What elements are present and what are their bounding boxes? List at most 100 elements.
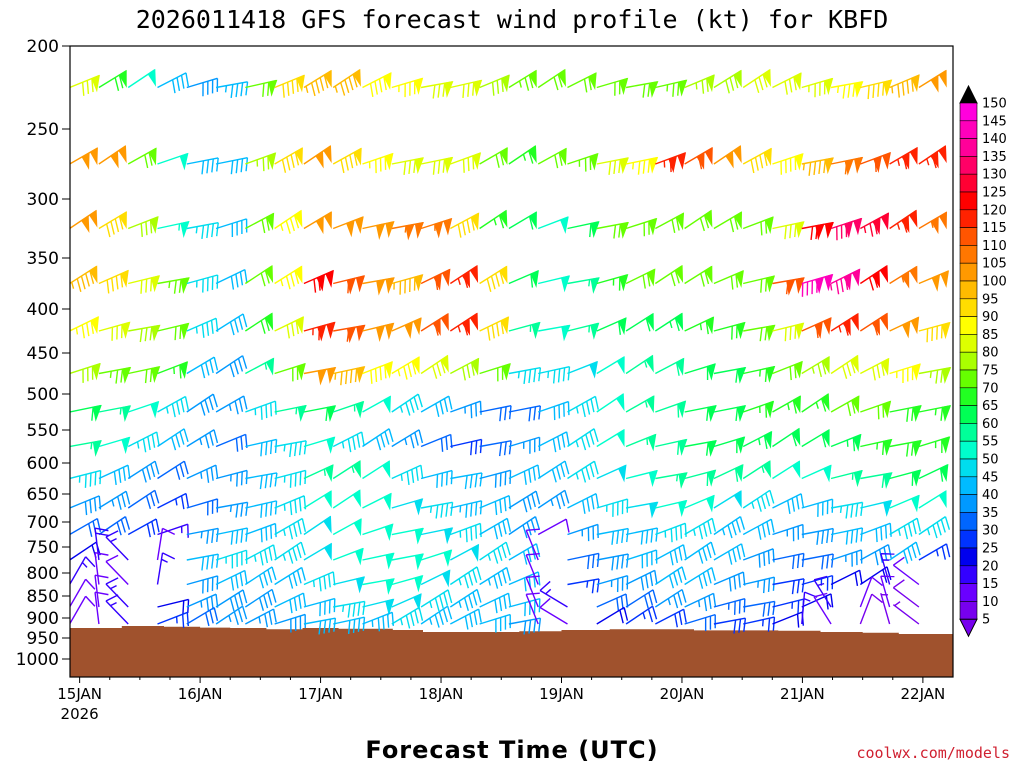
wind-barb bbox=[508, 617, 542, 635]
wind-barb bbox=[743, 576, 776, 594]
wind-barb bbox=[391, 157, 424, 175]
wind-barb bbox=[303, 321, 336, 342]
wind-barb bbox=[772, 427, 801, 448]
y-axis: 200 250 300 350 400 450 500 550 600 650 700 750 800 8… bbox=[16, 37, 70, 670]
wind-barb bbox=[772, 277, 805, 296]
wind-barb bbox=[684, 405, 717, 422]
wind-barb bbox=[830, 549, 863, 567]
wind-barb bbox=[713, 270, 744, 290]
wind-barb bbox=[157, 221, 190, 238]
wind-barb bbox=[303, 405, 337, 423]
wind-barb bbox=[215, 81, 249, 99]
wind-barb bbox=[333, 600, 366, 618]
wind-barb bbox=[625, 589, 658, 609]
wind-barb bbox=[830, 469, 863, 488]
wind-barb bbox=[684, 316, 715, 335]
wind-barb bbox=[128, 366, 161, 384]
y-tick-label: 850 bbox=[27, 587, 59, 607]
wind-barb bbox=[362, 578, 395, 595]
wind-barb bbox=[889, 440, 922, 457]
chart-title: 2026011418 GFS forecast wind profile (kt… bbox=[136, 5, 889, 34]
wind-barb bbox=[479, 405, 512, 422]
wind-barb bbox=[538, 366, 571, 384]
wind-barb bbox=[105, 554, 129, 585]
colorbar-segment bbox=[959, 334, 978, 353]
wind-barb bbox=[479, 440, 512, 457]
wind-barb bbox=[742, 147, 772, 174]
wind-barb bbox=[274, 74, 305, 98]
wind-barb bbox=[538, 275, 571, 293]
wind-barb bbox=[655, 212, 685, 233]
wind-barb bbox=[596, 527, 629, 545]
wind-barb bbox=[127, 489, 160, 510]
wind-barb bbox=[245, 400, 277, 420]
wind-barb bbox=[362, 72, 392, 97]
wind-barb bbox=[420, 589, 453, 612]
wind-barb bbox=[743, 324, 776, 342]
wind-barb bbox=[918, 405, 952, 422]
wind-barb bbox=[889, 209, 918, 233]
wind-barb bbox=[742, 489, 775, 512]
wind-barb bbox=[508, 490, 541, 513]
wind-barb bbox=[830, 156, 864, 176]
wind-barb bbox=[215, 469, 248, 487]
wind-barb bbox=[215, 527, 249, 545]
wind-barb bbox=[186, 157, 219, 175]
wind-barb bbox=[186, 593, 219, 612]
wind-barb bbox=[713, 543, 746, 565]
wind-barb bbox=[333, 366, 366, 386]
y-tick-label: 350 bbox=[27, 249, 59, 269]
colorbar-bottom-arrow bbox=[959, 618, 978, 638]
wind-barb bbox=[420, 156, 454, 175]
wind-barb bbox=[596, 575, 629, 593]
wind-barb bbox=[245, 79, 278, 97]
colorbar-segment bbox=[959, 191, 978, 211]
wind-barb bbox=[70, 74, 100, 96]
colorbar-segment bbox=[959, 156, 978, 175]
wind-barb bbox=[743, 275, 776, 293]
colorbar-label: 135 bbox=[982, 150, 1007, 165]
colorbar-segment bbox=[959, 209, 978, 228]
x-tick-label: 20JAN bbox=[660, 685, 705, 703]
colorbar-label: 30 bbox=[982, 524, 999, 539]
wind-barb bbox=[772, 221, 805, 240]
wind-barb bbox=[362, 492, 392, 511]
wind-barb bbox=[98, 211, 127, 238]
wind-barb bbox=[508, 321, 541, 340]
wind-barb bbox=[70, 578, 96, 608]
colorbar-segment bbox=[959, 120, 978, 139]
wind-barb bbox=[860, 522, 892, 543]
wind-barb bbox=[420, 268, 451, 291]
wind-barb bbox=[303, 490, 332, 509]
wind-barb bbox=[654, 312, 684, 332]
wind-barb bbox=[596, 553, 629, 571]
wind-barb bbox=[157, 492, 190, 510]
wind-barb bbox=[450, 400, 482, 419]
wind-barb bbox=[801, 498, 834, 517]
colorbar-label: 90 bbox=[982, 310, 999, 325]
wind-barb bbox=[186, 527, 219, 544]
wind-barb bbox=[625, 549, 658, 569]
wind-barb bbox=[186, 274, 219, 293]
wind-barb bbox=[655, 152, 687, 174]
colorbar-label: 20 bbox=[982, 559, 999, 574]
wind-barb bbox=[655, 522, 687, 543]
wind-barb bbox=[332, 431, 365, 453]
wind-barb bbox=[625, 81, 659, 98]
wind-barb bbox=[889, 363, 921, 383]
wind-barb bbox=[479, 316, 510, 341]
wind-barb bbox=[596, 593, 629, 612]
wind-barb bbox=[420, 549, 453, 567]
wind-barb bbox=[127, 518, 160, 538]
wind-barb bbox=[215, 501, 249, 518]
wind-barb bbox=[537, 489, 570, 510]
wind-barb bbox=[450, 438, 483, 456]
wind-barb bbox=[525, 528, 540, 561]
wind-barb bbox=[625, 217, 658, 237]
wind-barb bbox=[508, 69, 537, 91]
wind-barb bbox=[450, 522, 482, 543]
wind-barb bbox=[596, 317, 627, 336]
wind-barb bbox=[332, 547, 364, 566]
wind-barb bbox=[860, 212, 890, 237]
wind-barb bbox=[420, 218, 453, 239]
